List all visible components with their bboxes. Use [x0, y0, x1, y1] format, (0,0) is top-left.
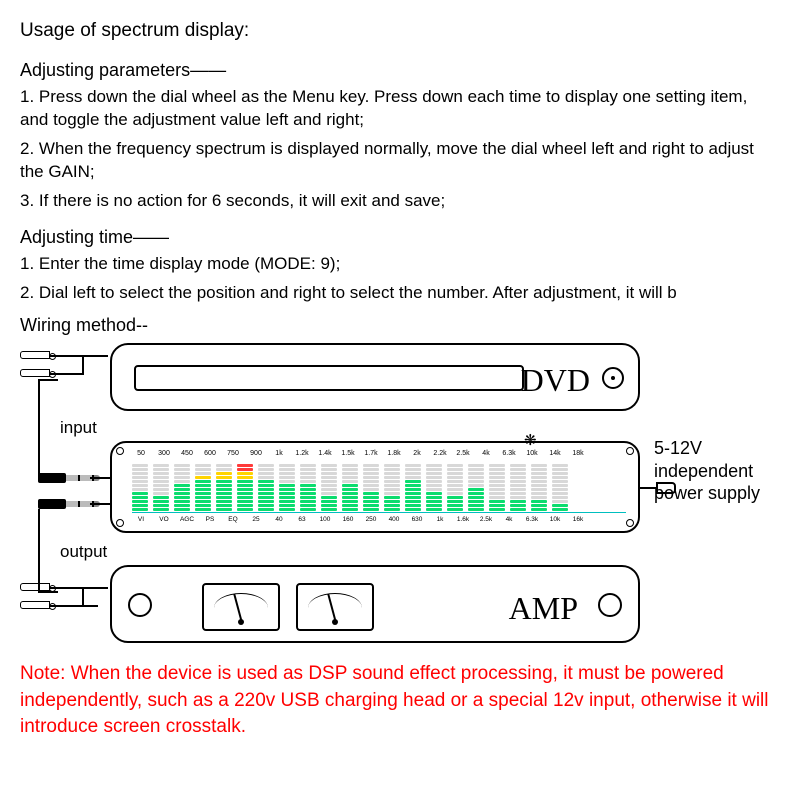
output-label: output	[60, 541, 107, 564]
output-cable	[20, 583, 110, 615]
rca-plug-icon	[20, 583, 50, 591]
param-2: 2. When the frequency spectrum is displa…	[20, 138, 780, 184]
spectrum-bar	[426, 464, 442, 512]
spectrum-bar	[342, 464, 358, 512]
screw-icon	[626, 447, 634, 455]
dvd-unit: DVD	[110, 343, 640, 411]
spectrum-bar	[279, 464, 295, 512]
spectrum-bar	[132, 464, 148, 512]
screw-icon	[116, 519, 124, 527]
param-1: 1. Press down the dial wheel as the Menu…	[20, 86, 780, 132]
input-label: input	[60, 417, 97, 440]
time-1: 1. Enter the time display mode (MODE: 9)…	[20, 253, 780, 276]
param-3: 3. If there is no action for 6 seconds, …	[20, 190, 780, 213]
time-2: 2. Dial left to select the position and …	[20, 282, 780, 305]
spectrum-bar	[552, 464, 568, 512]
spectrum-bar	[216, 464, 232, 512]
spectrum-bar	[531, 464, 547, 512]
rca-plug-icon	[20, 601, 50, 609]
spectrum-bar	[489, 464, 505, 512]
spectrum-bar	[363, 464, 379, 512]
spectrum-bars	[132, 461, 626, 513]
vu-meter-left	[202, 583, 280, 631]
params-heading: Adjusting parameters——	[20, 58, 780, 82]
spectrum-bar	[510, 464, 526, 512]
fan-icon: ❋	[524, 431, 536, 451]
note-text: Note: When the device is used as DSP sou…	[20, 661, 780, 741]
dvd-knob	[602, 367, 624, 389]
spectrum-bar	[153, 464, 169, 512]
amp-knob-right	[598, 593, 622, 617]
spectrum-unit: ❋ 503004506007509001k1.2k1.4k1.5k1.7k1.8…	[110, 441, 640, 533]
spectrum-bar	[321, 464, 337, 512]
screw-icon	[116, 447, 124, 455]
spectrum-bar	[195, 464, 211, 512]
wiring-heading: Wiring method--	[20, 313, 780, 337]
spectrum-bar	[447, 464, 463, 512]
spectrum-bar	[237, 464, 253, 512]
amp-label: AMP	[509, 587, 578, 630]
spectrum-bar	[174, 464, 190, 512]
spectrum-bar	[258, 464, 274, 512]
spectrum-bar	[384, 464, 400, 512]
amp-unit: AMP	[110, 565, 640, 643]
wiring-diagram: DVD ❋ 503004506007509001k1.2k1.4k1.5k1.7…	[20, 343, 780, 653]
vu-meter-right	[296, 583, 374, 631]
screw-icon	[626, 519, 634, 527]
spectrum-bar	[300, 464, 316, 512]
time-heading: Adjusting time——	[20, 225, 780, 249]
freq-labels-top: 503004506007509001k1.2k1.4k1.5k1.7k1.8k2…	[132, 449, 626, 458]
rca-plug-icon	[20, 351, 50, 359]
power-label: 5-12V independent power supply	[654, 437, 794, 505]
dvd-label: DVD	[521, 359, 590, 402]
freq-labels-bottom: VIVOAGCPSEQ2540631001602504006301k1.6k2.…	[132, 516, 626, 525]
rca-plug-icon	[20, 369, 50, 377]
amp-knob-left	[128, 593, 152, 617]
spectrum-bar	[468, 464, 484, 512]
spectrum-bar	[405, 464, 421, 512]
input-cable	[20, 351, 110, 383]
page-title: Usage of spectrum display:	[20, 18, 780, 44]
dvd-disc-slot	[134, 365, 524, 391]
